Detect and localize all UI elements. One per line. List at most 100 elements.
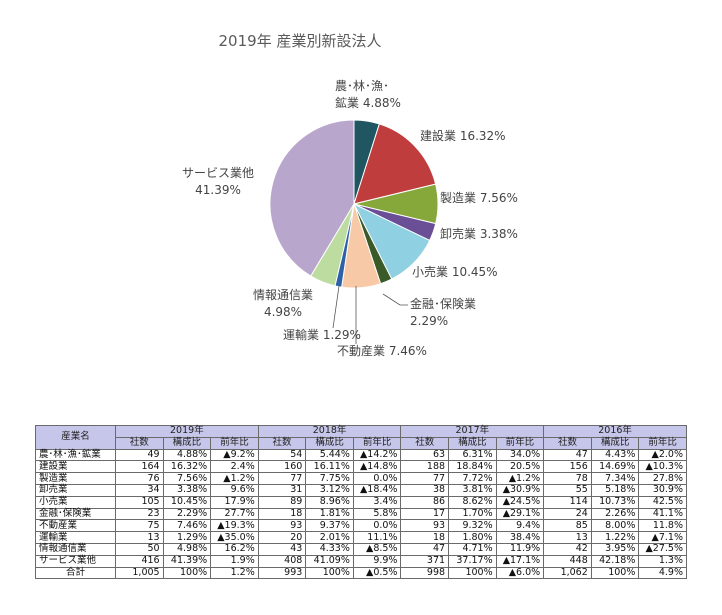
header-sub: 前年比 — [638, 436, 687, 450]
table-cell: 17.9% — [210, 495, 259, 509]
table-cell: 448 — [543, 554, 592, 568]
data-table: 産業名 2019年 2018年 2017年 2016年 社数 構成比 前年比 社数 構成比 前年… — [35, 425, 687, 580]
table-cell: 9.37% — [305, 519, 354, 533]
table-cell: 2.29% — [162, 507, 212, 521]
table-row: サービス業他 416 41.39% 1.9% 408 41.09% 9.9% 371 37.17… — [35, 554, 687, 568]
table-cell: ▲9.2% — [210, 448, 259, 462]
table-cell: 55 — [543, 483, 592, 497]
header-sub: 社数 — [257, 436, 307, 450]
table-cell: 14.69% — [590, 460, 640, 474]
table-cell: 3.81% — [448, 483, 497, 497]
table-cell: 7.56% — [162, 472, 212, 485]
pie-slice-1 — [353, 123, 437, 205]
table-cell: 416 — [115, 554, 164, 568]
slice-label-4: 小売業 10.45% — [412, 264, 498, 281]
table-row: 小売業 105 10.45% 17.9% 89 8.96% 3.4% 86 8.62% ▲24.5… — [35, 495, 687, 509]
table-cell: 408 — [257, 554, 307, 568]
table-cell: 1.3% — [638, 554, 687, 568]
pie-chart — [269, 119, 439, 344]
slice-label-line: サービス業他 — [182, 166, 255, 180]
pie-chart-area: 2019年 産業別新設法人 農･林･漁･ 鉱業 4.88% 建設業 16.32% 製造… — [182, 32, 518, 360]
table-cell: 993 — [257, 566, 307, 580]
header-row-years: 産業名 2019年 2018年 2017年 2016年 — [35, 425, 687, 450]
table-row: 製造業 76 7.56% ▲1.2% 77 7.75% 0.0% 77 7.72% ▲1.2% 78… — [35, 472, 687, 485]
pie-slice-9 — [269, 119, 355, 277]
table-cell: 16.2% — [210, 542, 259, 556]
header-sub: 構成比 — [305, 436, 354, 450]
slice-label-line: 情報通信業 — [253, 288, 314, 302]
row-name: 情報通信業 — [35, 542, 116, 556]
chart-title: 2019年 産業別新設法人 — [218, 32, 382, 50]
table-cell: 41.39% — [162, 554, 212, 568]
row-name: 金融･保険業 — [35, 507, 116, 521]
row-name: サービス業他 — [35, 554, 116, 568]
table-cell: ▲6.0% — [495, 566, 545, 580]
row-name: 合計 — [35, 566, 116, 580]
table-cell: 93 — [400, 519, 450, 533]
table-cell: 41.09% — [305, 554, 354, 568]
slice-label-line: 4.98% — [263, 305, 303, 319]
table-cell: 0.0% — [352, 519, 402, 533]
table-cell: 31 — [257, 483, 307, 497]
table-cell: 4.43% — [590, 448, 640, 462]
table-cell: ▲1.2% — [210, 472, 259, 485]
table-cell: 105 — [115, 495, 164, 509]
slice-label-6: 不動産業 7.46% — [337, 343, 427, 360]
row-name: 卸売業 — [35, 483, 116, 497]
header-sub: 構成比 — [590, 436, 640, 450]
table-cell: 13 — [115, 531, 164, 544]
table-cell: 17 — [400, 507, 450, 521]
table-cell: 77 — [257, 472, 307, 485]
table-cell: 5.44% — [305, 448, 354, 462]
table-cell: 1.9% — [210, 554, 259, 568]
table-cell: 100% — [448, 566, 497, 580]
header-sub: 社数 — [400, 436, 450, 450]
data-table-wrap: 産業名 2019年 2018年 2017年 2016年 社数 構成比 前年比 社数 構成比 前年… — [35, 425, 687, 580]
row-name: 不動産業 — [35, 519, 116, 533]
table-cell: 77 — [400, 472, 450, 485]
table-cell: 78 — [543, 472, 592, 485]
table-cell: 50 — [115, 542, 164, 556]
header-sub: 社数 — [543, 436, 592, 450]
table-cell: 4.71% — [448, 542, 497, 556]
table-cell: 100% — [162, 566, 212, 580]
table-cell: ▲1.2% — [495, 472, 545, 485]
row-name: 建設業 — [35, 460, 116, 474]
table-cell: 2.4% — [210, 460, 259, 474]
slice-label-0: 農･林･漁･ 鉱業 4.88% — [335, 78, 401, 112]
table-cell: 3.95% — [590, 542, 640, 556]
row-name: 農･林･漁･鉱業 — [35, 448, 116, 462]
table-cell: 3.4% — [352, 495, 402, 509]
slice-label-line: 鉱業 4.88% — [335, 96, 401, 110]
table-cell: ▲2.0% — [638, 448, 687, 462]
header-sub: 構成比 — [162, 436, 212, 450]
table-cell: 20.5% — [495, 460, 545, 474]
table-cell: 4.88% — [162, 448, 212, 462]
table-cell: 23 — [115, 507, 164, 521]
table-cell: 5.18% — [590, 483, 640, 497]
table-cell: 89 — [257, 495, 307, 509]
header-sub: 前年比 — [210, 436, 259, 450]
table-cell: ▲27.5% — [638, 542, 687, 556]
table-cell: 34 — [115, 483, 164, 497]
table-cell: 42 — [543, 542, 592, 556]
table-cell: 18.84% — [448, 460, 497, 474]
table-cell: 160 — [257, 460, 307, 474]
table-cell: 8.00% — [590, 519, 640, 533]
leader-line-5 — [382, 293, 408, 306]
table-cell: ▲14.8% — [352, 460, 402, 474]
table-cell: 30.9% — [638, 483, 687, 497]
table-cell: 7.34% — [590, 472, 640, 485]
table-row: 卸売業 34 3.38% 9.6% 31 3.12% ▲18.4% 38 3.81% ▲30.9%… — [35, 483, 687, 497]
slice-label-7: 運輸業 1.29% — [283, 327, 361, 344]
table-cell: 20 — [257, 531, 307, 544]
table-cell: 3.12% — [305, 483, 354, 497]
table-row: 運輸業 13 1.29% ▲35.0% 20 2.01% 11.1% 18 1.80% 38.4%… — [35, 531, 687, 544]
table-cell: 47 — [543, 448, 592, 462]
table-row: 情報通信業 50 4.98% 16.2% 43 4.33% ▲8.5% 47 4.71% 11.9… — [35, 542, 687, 556]
header-row-columns: 社数 構成比 前年比 社数 構成比 前年比 社数 構成比 前年比 社数 構成比 前年比 — [36, 436, 687, 450]
leader-line-7 — [332, 285, 340, 329]
table-cell: 100% — [590, 566, 640, 580]
table-cell: 4.33% — [305, 542, 354, 556]
table-cell: 24 — [543, 507, 592, 521]
